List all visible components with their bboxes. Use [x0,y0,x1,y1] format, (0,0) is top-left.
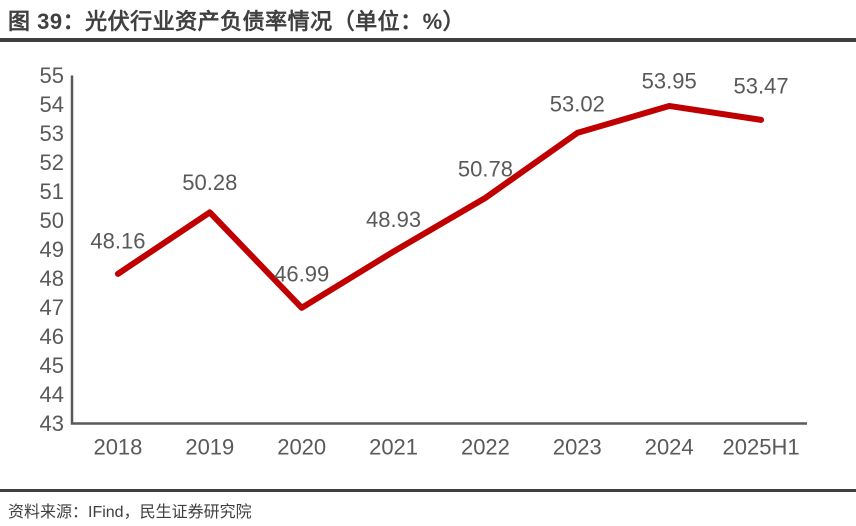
y-tick-label: 51 [40,179,64,204]
y-tick-label: 48 [40,266,64,291]
axis-lines [70,75,807,425]
x-tick-label: 2019 [185,435,234,460]
data-label: 46.99 [274,261,329,286]
title-divider [0,38,856,42]
data-label: 48.16 [90,228,145,253]
data-label: 53.02 [550,91,605,116]
x-tick-label: 2023 [553,435,602,460]
y-tick-label: 50 [40,208,64,233]
y-tick-label: 44 [40,382,64,407]
y-tick-label: 53 [40,121,64,146]
y-tick-label: 45 [40,353,64,378]
series-line [114,102,765,311]
x-tick-label: 2022 [461,435,510,460]
footer-divider [0,489,856,492]
x-tick-label: 2018 [93,435,142,460]
y-tick-label: 43 [40,411,64,436]
y-tick-label: 52 [40,150,64,175]
y-tick-label: 54 [40,92,64,117]
source-note: 资料来源：IFind，民生证券研究院 [8,504,252,521]
x-tick-label: 2021 [369,435,418,460]
x-tick-label: 2025H1 [723,435,800,460]
y-tick-label: 55 [40,63,64,88]
y-tick-label: 46 [40,324,64,349]
data-label: 50.78 [458,156,513,181]
data-label: 50.28 [182,170,237,195]
y-tick-label: 49 [40,237,64,262]
data-label: 48.93 [366,207,421,232]
figure-title: 图 39：光伏行业资产负债率情况（单位：%） [8,9,466,34]
x-tick-label: 2020 [277,435,326,460]
data-label: 53.47 [734,73,789,98]
y-tick-label: 47 [40,295,64,320]
x-tick-label: 2024 [645,435,694,460]
data-label: 53.95 [642,68,697,93]
